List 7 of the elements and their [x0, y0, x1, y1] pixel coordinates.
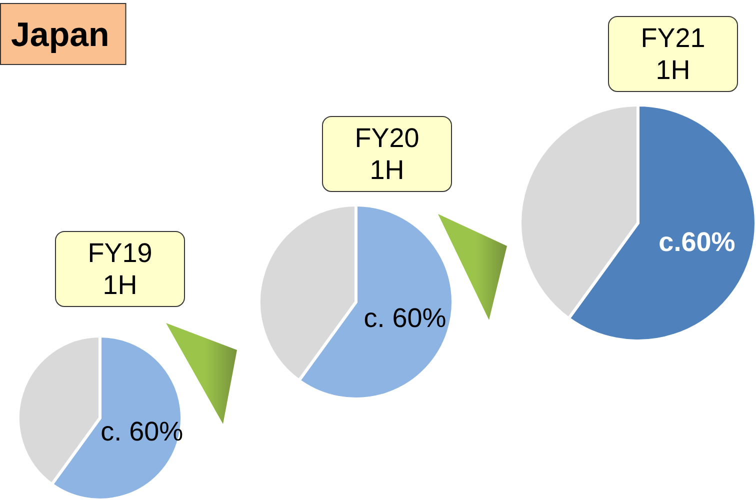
- chart-title: FY21 1H: [640, 23, 706, 85]
- data-label: c. 60%: [364, 302, 446, 333]
- chart-title: FY20 1H: [354, 123, 420, 185]
- text: Japan: [11, 16, 110, 54]
- chart-title: FY19 1H: [88, 238, 152, 300]
- data-label: c.60%: [658, 227, 736, 258]
- data-label: c. 60%: [100, 416, 184, 447]
